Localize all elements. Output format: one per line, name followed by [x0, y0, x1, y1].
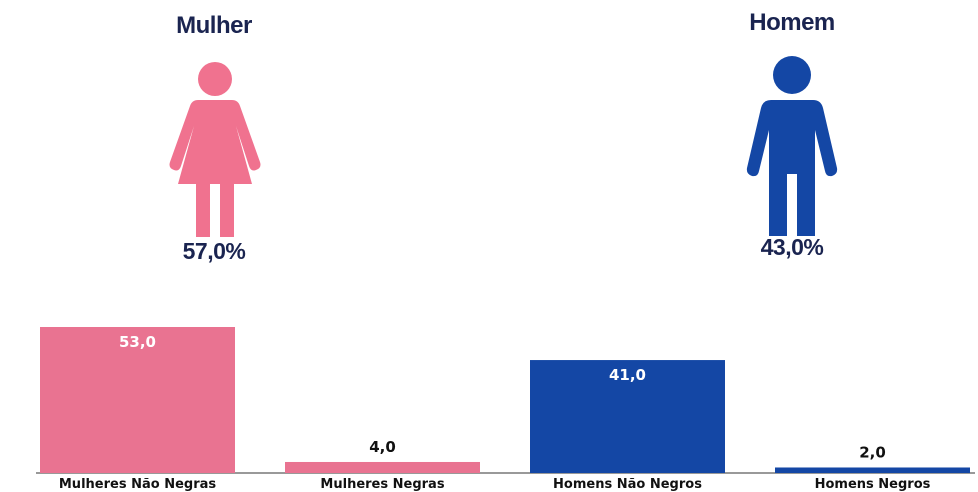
female-title: Mulher [176, 12, 252, 39]
bar-value-label-0: 53,0 [119, 333, 156, 351]
bar-3 [775, 467, 970, 473]
male-title: Homem [749, 9, 835, 36]
female-percent: 57,0% [182, 238, 246, 264]
male-percent: 43,0% [760, 234, 824, 260]
category-label-1: Mulheres Negras [320, 477, 444, 492]
man-icon [746, 56, 838, 236]
woman-icon [169, 62, 261, 237]
category-label-0: Mulheres Não Negras [59, 477, 217, 492]
bar-0 [40, 327, 235, 473]
bar-1 [285, 461, 480, 473]
bar-2 [530, 360, 725, 473]
bar-value-label-2: 41,0 [609, 366, 646, 384]
bar-value-label-3: 2,0 [859, 443, 886, 461]
bar-value-label-1: 4,0 [369, 438, 396, 456]
category-label-2: Homens Não Negros [553, 477, 702, 492]
category-label-3: Homens Negros [815, 477, 931, 492]
